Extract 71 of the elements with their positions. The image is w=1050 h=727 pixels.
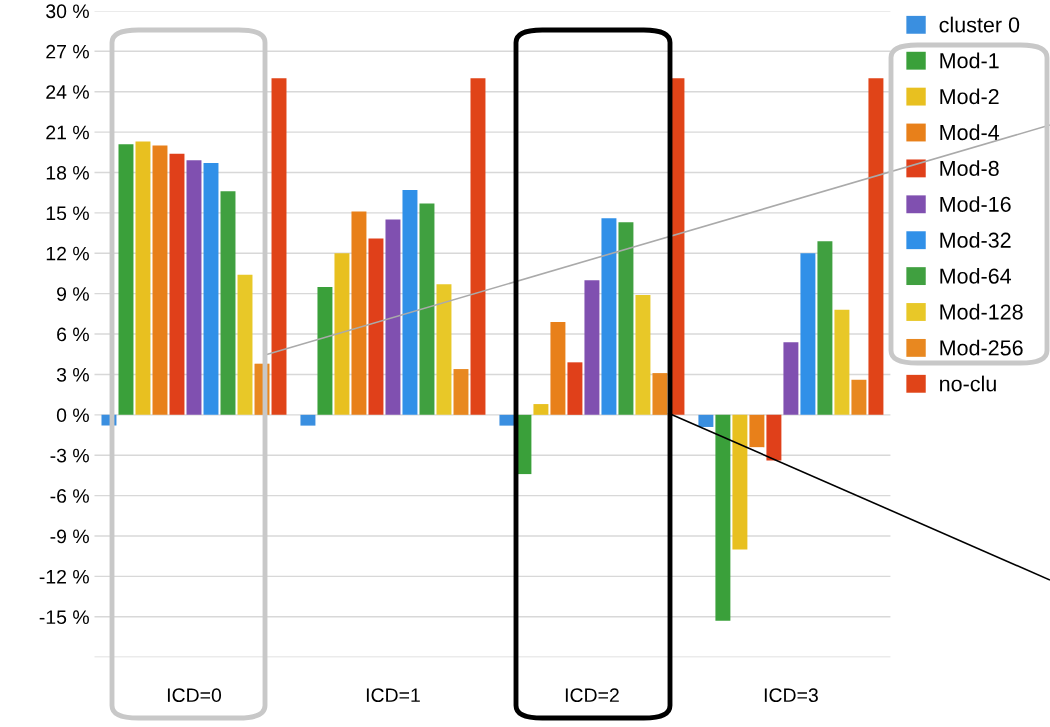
x-tick-label: ICD=3 xyxy=(764,688,818,703)
bar xyxy=(652,373,668,415)
bar xyxy=(601,218,617,415)
bar xyxy=(635,295,651,415)
bar xyxy=(567,362,583,415)
bar xyxy=(203,163,219,415)
bar xyxy=(470,78,486,415)
bar xyxy=(533,404,549,415)
legend-label: Mod-64 xyxy=(940,267,1012,284)
bar xyxy=(584,280,600,415)
y-tick-label: 30 % xyxy=(46,4,89,19)
legend-label: Mod-32 xyxy=(940,232,1011,248)
bar xyxy=(749,414,765,448)
x-tick-label: ICD=0 xyxy=(167,688,222,703)
bar xyxy=(732,414,748,550)
bar xyxy=(499,414,515,426)
y-tick-label: 9 % xyxy=(57,287,89,301)
y-tick-label: -15 % xyxy=(39,610,89,625)
bar xyxy=(169,153,185,415)
y-tick-label: 12 % xyxy=(46,246,89,261)
bar xyxy=(618,222,634,415)
bar xyxy=(783,342,799,415)
x-tick-label: ICD=2 xyxy=(565,688,619,703)
x-tick-label: ICD=1 xyxy=(366,688,420,703)
bar xyxy=(800,253,816,415)
y-tick-label: -3 % xyxy=(50,448,89,463)
y-tick-label: -9 % xyxy=(50,529,89,544)
bar xyxy=(766,414,782,461)
bar xyxy=(698,414,714,427)
y-tick-label: 27 % xyxy=(46,44,89,59)
y-tick-label: 6 % xyxy=(57,327,89,342)
legend-label: Mod-2 xyxy=(940,88,999,105)
bar xyxy=(317,286,333,415)
bar xyxy=(550,321,566,415)
bar xyxy=(135,141,151,415)
bar xyxy=(186,160,202,415)
bar xyxy=(152,145,168,415)
legend-label: Mod-1 xyxy=(940,52,999,69)
bar xyxy=(402,189,418,415)
bar xyxy=(817,241,833,415)
y-tick-label: 21 % xyxy=(46,125,89,140)
bar xyxy=(118,144,134,415)
y-tick-label: -12 % xyxy=(39,569,89,584)
bar xyxy=(220,191,236,415)
bar xyxy=(334,253,350,415)
bar xyxy=(385,219,401,415)
bar xyxy=(715,414,731,621)
y-tick-label: 0 % xyxy=(56,408,89,423)
legend-label: Mod-256 xyxy=(940,339,1023,356)
legend-label: Mod-128 xyxy=(940,303,1023,320)
y-tick-label: 15 % xyxy=(46,206,89,221)
y-tick-label: 18 % xyxy=(46,165,89,180)
legend-label: no-clu xyxy=(940,375,996,392)
bar xyxy=(834,309,850,415)
bar xyxy=(453,369,469,415)
bar xyxy=(368,238,384,415)
bar xyxy=(351,211,367,415)
bar xyxy=(237,274,253,415)
y-tick-label: 24 % xyxy=(46,85,89,99)
bar xyxy=(419,203,435,415)
bar xyxy=(300,414,316,426)
bar xyxy=(868,78,884,415)
legend-label: Mod-8 xyxy=(940,160,999,177)
legend-label: Mod-4 xyxy=(940,124,1000,141)
legend-label: cluster 0 xyxy=(939,16,1020,33)
bar xyxy=(851,379,867,415)
bar xyxy=(436,284,452,415)
y-tick-label: 3 % xyxy=(56,367,89,382)
y-tick-label: -6 % xyxy=(50,489,89,503)
bar xyxy=(271,78,287,415)
legend-label: Mod-16 xyxy=(940,196,1011,212)
